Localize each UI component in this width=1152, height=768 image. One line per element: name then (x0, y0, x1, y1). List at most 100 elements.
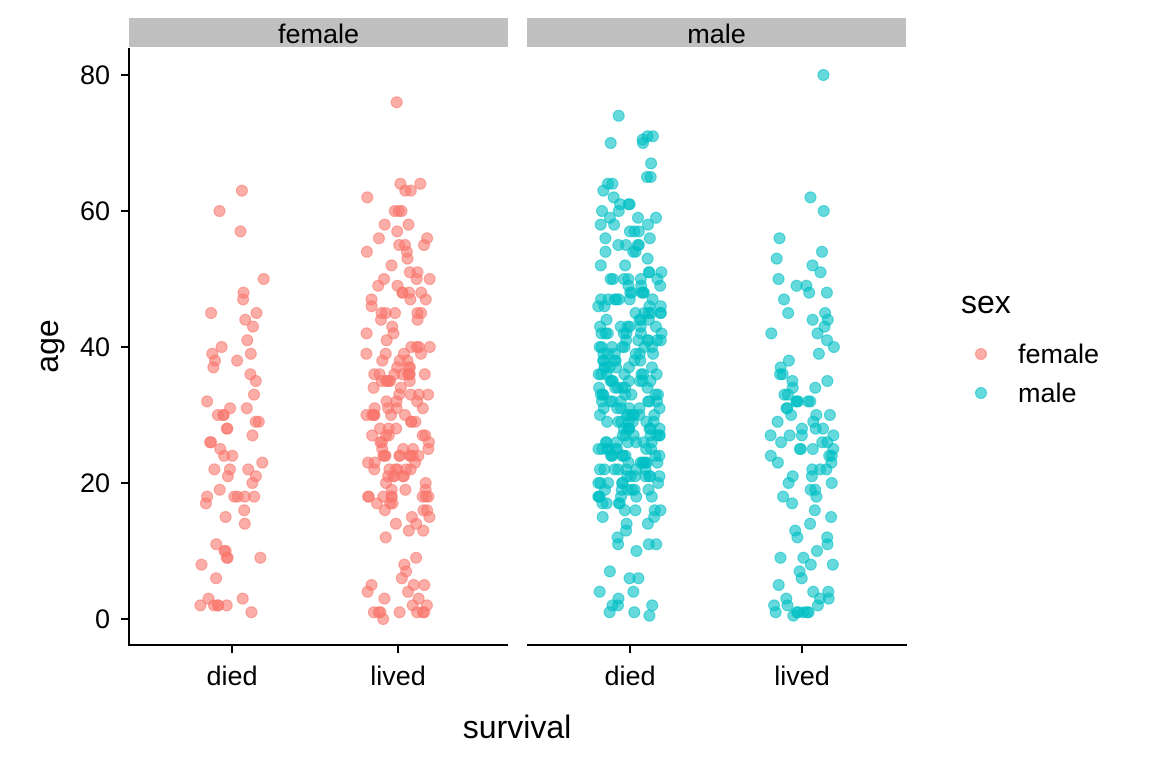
data-point-male-died (623, 293, 636, 306)
data-point-female-lived (402, 524, 415, 537)
data-point-male-died (603, 565, 616, 578)
data-point-female-died (238, 517, 251, 530)
data-point-female-lived (414, 177, 427, 190)
data-point-female-died (207, 361, 220, 374)
data-point-male-died (641, 517, 654, 530)
data-point-male-lived (808, 504, 821, 517)
data-point-male-died (594, 259, 607, 272)
data-point-male-lived (791, 531, 804, 544)
data-point-male-lived (764, 429, 777, 442)
data-point-male-died (627, 585, 640, 598)
data-point-female-lived (361, 191, 374, 204)
data-point-female-lived (390, 96, 403, 109)
data-point-female-died (217, 409, 230, 421)
data-point-male-died (623, 198, 636, 211)
data-point-male-lived (778, 293, 790, 306)
facet-strip-male-label: male (687, 19, 746, 49)
data-point-male-died (645, 157, 658, 170)
data-point-female-lived (423, 273, 436, 285)
data-point-female-died (213, 205, 226, 217)
data-point-male-died (642, 395, 655, 408)
data-point-male-lived (814, 266, 827, 279)
data-point-male-died (641, 171, 653, 183)
data-point-female-lived (417, 524, 430, 537)
data-point-male-lived (826, 558, 839, 571)
data-point-male-died (653, 429, 666, 442)
data-point-female-died (257, 273, 270, 285)
data-point-male-died (605, 449, 618, 462)
data-point-female-died (208, 463, 221, 476)
data-point-female-lived (396, 286, 409, 299)
data-point-female-lived (360, 245, 373, 258)
data-point-male-died (612, 205, 625, 217)
data-point-male-lived (817, 205, 830, 217)
data-point-male-died (654, 279, 667, 292)
data-point-female-died (195, 558, 208, 571)
data-point-male-lived (772, 273, 785, 285)
data-point-female-died (235, 184, 248, 197)
data-point-male-died (629, 504, 642, 517)
data-point-female-lived (411, 313, 424, 326)
data-point-male-died (625, 388, 638, 401)
data-point-female-died (245, 606, 258, 619)
data-point-male-died (599, 232, 612, 245)
data-point-male-lived (812, 347, 825, 360)
data-point-male-died (629, 470, 642, 483)
data-point-female-lived (360, 327, 373, 340)
data-point-male-died (621, 436, 634, 449)
data-point-male-lived (806, 443, 819, 455)
data-point-male-lived (825, 477, 838, 489)
data-point-female-lived (397, 470, 410, 483)
data-point-male-lived (776, 368, 789, 381)
data-point-female-lived (391, 225, 404, 238)
x-axis-ticks: died lived died lived (206, 645, 830, 691)
data-point-male-died (598, 300, 611, 313)
data-point-female-lived (365, 300, 378, 313)
legend-title: sex (961, 284, 1011, 320)
data-point-male-lived (797, 551, 810, 564)
data-point-male-lived (782, 354, 795, 367)
data-point-female-died (238, 504, 251, 517)
data-point-male-died (650, 538, 663, 551)
data-point-male-lived (809, 381, 822, 394)
data-point-female-died (256, 456, 269, 469)
data-point-female-lived (415, 347, 427, 360)
data-point-male-lived (804, 517, 817, 530)
data-point-female-lived (418, 579, 431, 591)
data-point-male-lived (782, 477, 795, 489)
data-point-female-died (201, 395, 214, 408)
facet-strip-female-label: female (278, 19, 359, 49)
data-point-male-lived (777, 490, 790, 503)
data-point-male-died (643, 609, 656, 622)
x-tick-label-lived: lived (370, 661, 426, 691)
data-point-female-lived (366, 429, 379, 442)
data-point-male-died (595, 327, 608, 340)
data-point-female-lived (371, 497, 383, 510)
data-point-female-lived (423, 341, 436, 353)
data-point-female-lived (411, 606, 424, 619)
data-point-female-lived (395, 572, 408, 585)
data-point-female-died (194, 599, 207, 612)
data-point-male-died (608, 463, 621, 476)
x-axis-title: survival (463, 709, 571, 745)
data-point-female-lived (404, 293, 417, 306)
data-point-female-lived (403, 375, 416, 387)
data-point-female-lived (376, 354, 389, 367)
data-point-male-lived (816, 245, 828, 258)
data-point-male-died (592, 443, 605, 455)
data-point-male-died (639, 470, 652, 483)
data-point-female-died (249, 415, 262, 428)
data-point-male-died (634, 354, 647, 367)
data-point-male-died (654, 307, 667, 319)
data-point-female-lived (368, 463, 381, 476)
data-point-male-lived (790, 279, 803, 292)
data-point-female-lived (367, 381, 380, 394)
data-point-male-lived (774, 551, 787, 564)
data-point-male-lived (805, 470, 818, 483)
y-tick-label: 0 (95, 604, 110, 634)
data-point-female-lived (410, 551, 423, 564)
data-point-male-died (604, 137, 617, 149)
data-point-male-died (599, 245, 612, 258)
data-point-female-died (231, 490, 244, 503)
x-tick-label-died: died (604, 661, 655, 691)
